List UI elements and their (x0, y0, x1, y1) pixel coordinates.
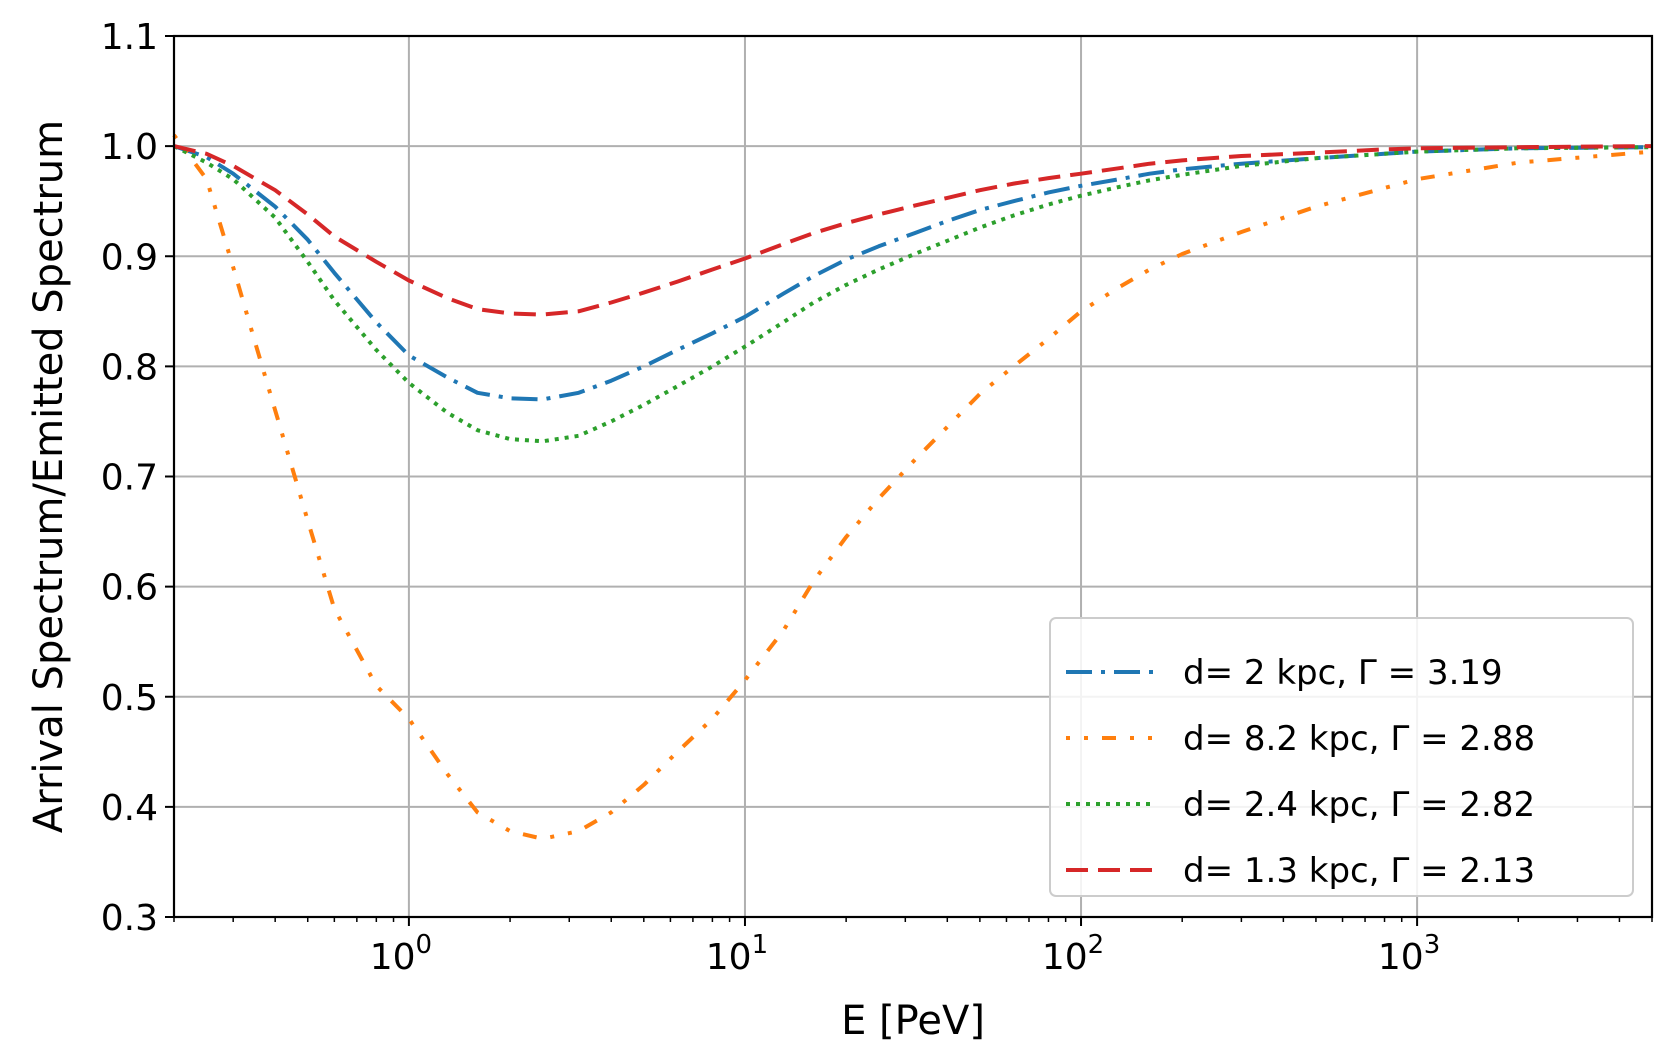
legend-box (1049, 617, 1634, 897)
y-tick-label: 0.5 (101, 678, 158, 719)
x-tick-label: 101 (706, 930, 768, 978)
legend: d= 2 kpc, Γ = 3.19 d= 8.2 kpc, Γ = 2.88 d=… (1049, 617, 1634, 897)
ticks: 0.3 0.4 0.5 0.6 0.7 0.8 0.9 1.0 1.1 100 101 102 103 (101, 17, 1653, 978)
series-line (173, 144, 1653, 444)
x-axis-label: E [PeV] (841, 998, 985, 1044)
series-line (173, 144, 1653, 317)
y-tick-label: 0.4 (101, 788, 158, 829)
y-tick-label: 1.0 (101, 127, 158, 168)
legend-label: d= 1.3 kpc, Γ = 2.13 (1183, 851, 1535, 891)
y-axis-label: Arrival Spectrum/Emitted Spectrum (26, 120, 72, 833)
series-line (173, 144, 1653, 402)
x-tick-label: 103 (1378, 930, 1440, 978)
legend-label: d= 8.2 kpc, Γ = 2.88 (1183, 719, 1535, 759)
y-tick-label: 0.6 (101, 568, 158, 609)
y-tick-label: 0.3 (101, 898, 158, 939)
series-lines (172, 133, 1653, 841)
legend-label: d= 2 kpc, Γ = 3.19 (1183, 653, 1503, 693)
y-tick-label: 0.8 (101, 347, 158, 388)
y-tick-label: 0.9 (101, 237, 158, 278)
x-tick-label: 100 (370, 930, 432, 978)
y-tick-label: 1.1 (101, 17, 158, 58)
x-tick-label: 102 (1042, 930, 1104, 978)
legend-label: d= 2.4 kpc, Γ = 2.82 (1183, 785, 1535, 825)
y-tick-label: 0.7 (101, 458, 158, 499)
